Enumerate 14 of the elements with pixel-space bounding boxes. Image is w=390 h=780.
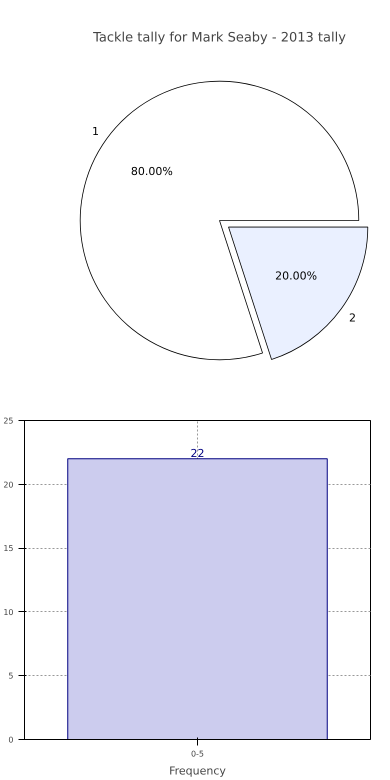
chart-title: Tackle tally for Mark Seaby - 2013 tally — [92, 30, 346, 46]
x-axis-title: Frequency — [169, 764, 226, 778]
data-label: 20.00% — [275, 270, 318, 283]
y-tick-label: 15 — [3, 544, 14, 554]
data-label: 80.00% — [130, 164, 173, 178]
y-tick-label: 10 — [3, 608, 14, 617]
y-tick-label: 5 — [8, 672, 14, 681]
y-tick-label: 0 — [8, 736, 14, 744]
x-tick-label: 0-5 — [190, 750, 204, 758]
slice-label: 2 — [348, 312, 356, 325]
slice-label: 1 — [92, 124, 100, 138]
data-label: 22 — [190, 446, 204, 460]
y-tick-label: 25 — [3, 416, 14, 426]
y-tick-label: 20 — [3, 480, 14, 490]
